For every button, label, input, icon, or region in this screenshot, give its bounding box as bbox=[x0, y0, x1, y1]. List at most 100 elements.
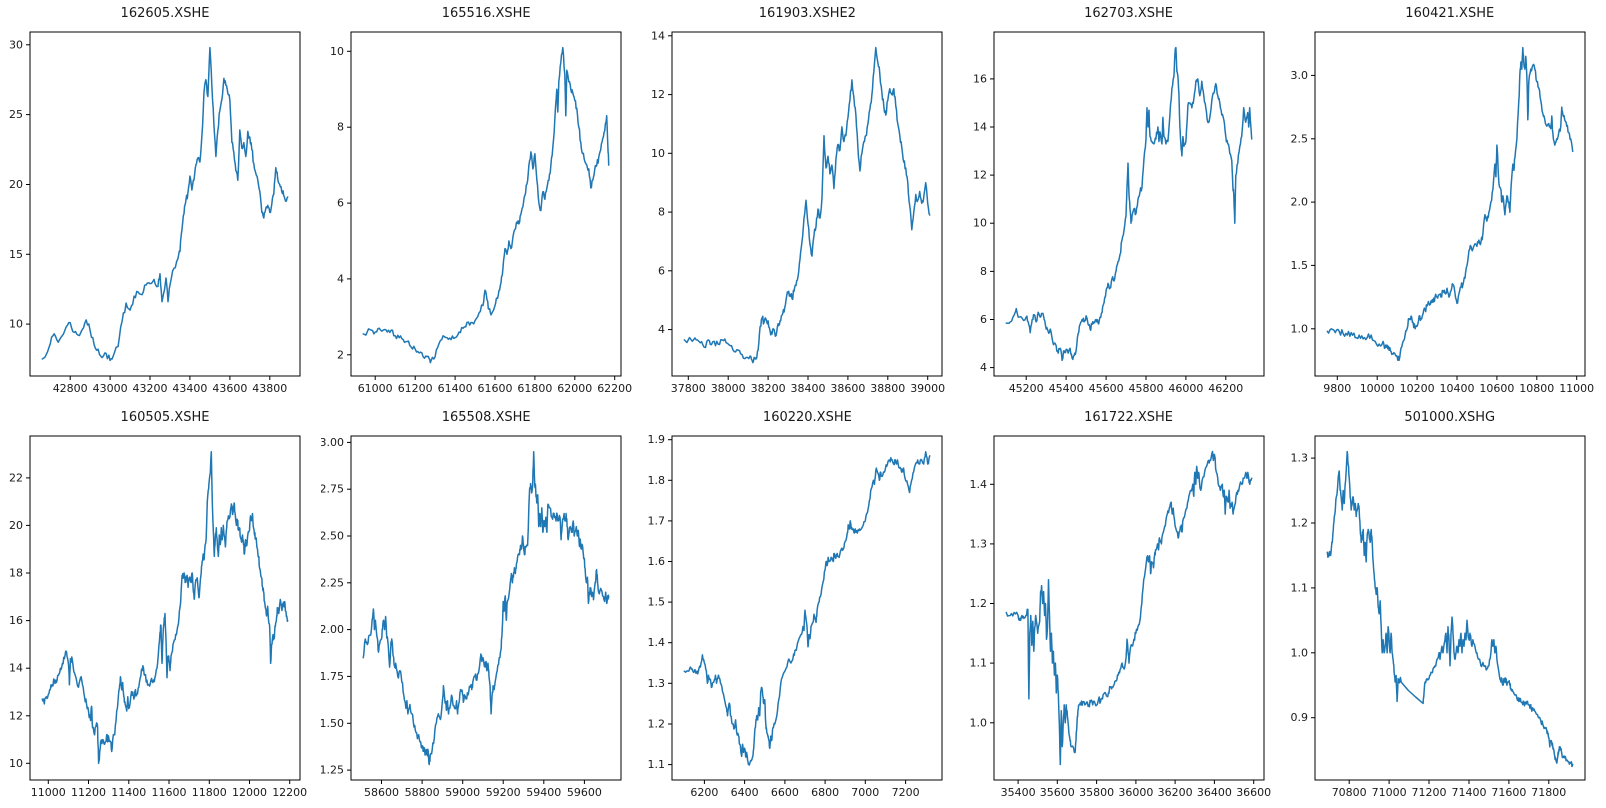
subplot-title: 161903.XSHE2 bbox=[758, 6, 856, 21]
svg-text:11000: 11000 bbox=[1559, 382, 1594, 395]
svg-text:1.4: 1.4 bbox=[648, 636, 666, 649]
svg-text:37800: 37800 bbox=[671, 382, 706, 395]
line-chart: 9800 10000 10200 10400 10600 10800 11000 1.0 1.5… bbox=[1290, 31, 1594, 395]
svg-text:10800: 10800 bbox=[1519, 382, 1554, 395]
svg-text:46200: 46200 bbox=[1208, 382, 1243, 395]
svg-text:1.4: 1.4 bbox=[969, 478, 987, 491]
svg-text:59400: 59400 bbox=[526, 786, 561, 799]
svg-text:3.00: 3.00 bbox=[321, 436, 344, 449]
svg-text:71000: 71000 bbox=[1371, 786, 1406, 799]
svg-text:20: 20 bbox=[9, 519, 23, 532]
svg-text:38000: 38000 bbox=[711, 382, 746, 395]
svg-text:58600: 58600 bbox=[364, 786, 399, 799]
svg-text:6: 6 bbox=[337, 197, 344, 210]
svg-text:2.50: 2.50 bbox=[321, 530, 344, 543]
svg-text:1.6: 1.6 bbox=[648, 555, 666, 568]
svg-text:12: 12 bbox=[651, 88, 665, 101]
svg-text:12000: 12000 bbox=[232, 786, 267, 799]
subplot-title: 160421.XSHE bbox=[1405, 6, 1495, 21]
svg-text:6: 6 bbox=[658, 264, 665, 277]
line-chart: 58600 58800 59000 59200 59400 59600 1.25 1.50 1.… bbox=[321, 435, 622, 799]
line-chart: 70800 71000 71200 71400 71600 71800 0.9 1.0 1.1 1… bbox=[1290, 435, 1586, 799]
subplot-162605-xshe: 162605.XSHE 42800 43000 43200 43400 43600 438… bbox=[0, 0, 321, 404]
svg-text:14: 14 bbox=[9, 662, 23, 675]
svg-text:35400: 35400 bbox=[1000, 786, 1035, 799]
subplot-title: 162605.XSHE bbox=[120, 6, 210, 21]
line-chart: 42800 43000 43200 43400 43600 43800 10 15 20 25 30 bbox=[9, 31, 301, 395]
svg-text:10: 10 bbox=[330, 45, 344, 58]
svg-text:16: 16 bbox=[973, 72, 987, 85]
svg-text:1.0: 1.0 bbox=[969, 716, 987, 729]
svg-text:71800: 71800 bbox=[1531, 786, 1566, 799]
svg-text:18: 18 bbox=[9, 567, 23, 580]
line-chart: 35400 35600 35800 36000 36200 36400 36600 1.0 1.… bbox=[969, 435, 1271, 799]
svg-text:10: 10 bbox=[9, 318, 23, 331]
subplot-title: 160220.XSHE bbox=[762, 410, 852, 425]
svg-text:35800: 35800 bbox=[1079, 786, 1114, 799]
svg-text:3.0: 3.0 bbox=[1290, 69, 1308, 82]
svg-text:10: 10 bbox=[9, 757, 23, 770]
svg-text:1.50: 1.50 bbox=[321, 717, 344, 730]
svg-text:1.0: 1.0 bbox=[1290, 322, 1308, 335]
svg-text:46000: 46000 bbox=[1168, 382, 1203, 395]
subplot-165508-xshe: 165508.XSHE 58600 58800 59000 59200 59400 596… bbox=[321, 404, 642, 808]
subplot-title: 501000.XSHG bbox=[1404, 410, 1496, 425]
svg-text:12200: 12200 bbox=[272, 786, 307, 799]
subplot-title: 165508.XSHE bbox=[441, 410, 531, 425]
svg-text:1.3: 1.3 bbox=[648, 677, 666, 690]
line-chart: 11000 11200 11400 11600 11800 12000 12200 10 12 1… bbox=[9, 435, 307, 799]
svg-text:7200: 7200 bbox=[892, 786, 920, 799]
svg-text:1.1: 1.1 bbox=[969, 657, 987, 670]
svg-text:39000: 39000 bbox=[911, 382, 946, 395]
svg-text:11000: 11000 bbox=[31, 786, 66, 799]
svg-text:6200: 6200 bbox=[691, 786, 719, 799]
svg-text:1.5: 1.5 bbox=[648, 596, 666, 609]
svg-text:1.5: 1.5 bbox=[1290, 259, 1308, 272]
svg-text:61000: 61000 bbox=[358, 382, 393, 395]
svg-text:2: 2 bbox=[337, 348, 344, 361]
line-chart: 37800 38000 38200 38400 38600 38800 39000 4 6 8 10… bbox=[651, 29, 946, 395]
svg-text:30: 30 bbox=[9, 38, 23, 51]
svg-text:1.1: 1.1 bbox=[648, 758, 666, 771]
subplot-501000-xshg: 501000.XSHG 70800 71000 71200 71400 71600 718… bbox=[1285, 404, 1606, 808]
svg-text:4: 4 bbox=[337, 272, 344, 285]
svg-text:2.75: 2.75 bbox=[321, 483, 344, 496]
svg-text:7000: 7000 bbox=[852, 786, 880, 799]
svg-text:38800: 38800 bbox=[871, 382, 906, 395]
svg-text:36600: 36600 bbox=[1236, 786, 1271, 799]
svg-text:1.2: 1.2 bbox=[1290, 517, 1308, 530]
svg-text:2.5: 2.5 bbox=[1290, 132, 1308, 145]
svg-text:9800: 9800 bbox=[1323, 382, 1351, 395]
line-chart: 6200 6400 6600 6800 7000 7200 1.1 1.2 1.3 1.4 1.5 1… bbox=[648, 433, 943, 799]
svg-text:0.9: 0.9 bbox=[1290, 711, 1308, 724]
svg-text:16: 16 bbox=[9, 614, 23, 627]
svg-text:20: 20 bbox=[9, 178, 23, 191]
svg-text:1.75: 1.75 bbox=[321, 670, 344, 683]
svg-text:11200: 11200 bbox=[71, 786, 106, 799]
svg-text:2.0: 2.0 bbox=[1290, 196, 1308, 209]
subplot-title: 160505.XSHE bbox=[120, 410, 210, 425]
subplot-161903-xshe2: 161903.XSHE2 37800 38000 38200 38400 38600 38… bbox=[642, 0, 963, 404]
svg-text:22: 22 bbox=[9, 471, 23, 484]
svg-text:11400: 11400 bbox=[111, 786, 146, 799]
svg-text:59000: 59000 bbox=[445, 786, 480, 799]
subplot-162703-xshe: 162703.XSHE 45200 45400 45600 45800 46000 462… bbox=[964, 0, 1285, 404]
svg-text:11600: 11600 bbox=[152, 786, 187, 799]
svg-text:61600: 61600 bbox=[478, 382, 513, 395]
svg-text:8: 8 bbox=[337, 121, 344, 134]
subplot-160505-xshe: 160505.XSHE 11000 11200 11400 11600 11800 120… bbox=[0, 404, 321, 808]
svg-text:1.8: 1.8 bbox=[648, 474, 666, 487]
svg-text:1.1: 1.1 bbox=[1290, 581, 1308, 594]
subplot-160421-xshe: 160421.XSHE 9800 10000 10200 10400 10600 1080… bbox=[1285, 0, 1606, 404]
svg-text:8: 8 bbox=[980, 265, 987, 278]
subplot-161722-xshe: 161722.XSHE 35400 35600 35800 36000 36200 364… bbox=[964, 404, 1285, 808]
svg-text:62200: 62200 bbox=[597, 382, 632, 395]
svg-text:14: 14 bbox=[973, 121, 987, 134]
svg-text:45800: 45800 bbox=[1128, 382, 1163, 395]
svg-text:36000: 36000 bbox=[1118, 786, 1153, 799]
svg-text:43400: 43400 bbox=[172, 382, 207, 395]
svg-text:45200: 45200 bbox=[1008, 382, 1043, 395]
subplot-title: 162703.XSHE bbox=[1084, 6, 1174, 21]
svg-text:43000: 43000 bbox=[93, 382, 128, 395]
line-chart: 45200 45400 45600 45800 46000 46200 4 6 8 10 12 14 1… bbox=[973, 31, 1265, 395]
